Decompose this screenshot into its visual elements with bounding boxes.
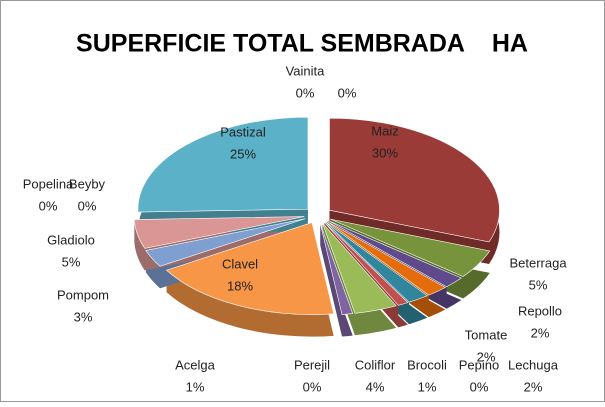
value-label: 5% (529, 277, 548, 292)
value-label: 0% (296, 85, 315, 100)
category-label: Repollo (518, 303, 562, 318)
category-label: Popelina (23, 176, 74, 191)
value-label: 0% (470, 379, 489, 394)
value-label: 0% (39, 198, 58, 213)
slice (329, 117, 500, 243)
category-label: Pastizal (220, 124, 266, 139)
value-label: 30% (372, 145, 398, 160)
category-label: Beyby (69, 176, 106, 191)
slice (322, 222, 397, 314)
slice (165, 222, 335, 315)
value-label: 4% (366, 379, 385, 394)
slice (330, 218, 491, 277)
category-label: Vainita (286, 63, 326, 78)
category-label: Coliflor (355, 357, 396, 372)
value-label: 0% (338, 85, 357, 100)
slice (326, 221, 446, 296)
category-label: Beterraga (509, 255, 567, 270)
slice (137, 116, 309, 213)
category-label: Clavel (222, 256, 258, 271)
value-label: 3% (74, 309, 93, 324)
chart-title: SUPERFICIE TOTAL SEMBRADA HA (76, 30, 528, 58)
value-label: 2% (477, 349, 496, 364)
slice (324, 222, 409, 306)
value-label: 0% (303, 379, 322, 394)
category-label: Pepino (459, 357, 499, 372)
value-label: 18% (227, 278, 253, 293)
value-label: 0% (78, 198, 97, 213)
category-label: Pompom (57, 287, 109, 302)
slice (319, 223, 354, 315)
value-label: 25% (230, 146, 256, 161)
value-label: 5% (62, 254, 81, 269)
category-label: Acelga (175, 357, 216, 372)
slice (325, 221, 428, 303)
category-label: Lechuga (508, 357, 559, 372)
category-label: Maiz (371, 123, 398, 138)
value-label: 1% (418, 379, 437, 394)
slice (134, 216, 305, 249)
slice-tops (134, 116, 500, 315)
category-label: Gladiolo (47, 232, 95, 247)
value-label: 2% (531, 325, 550, 340)
category-label: Tomate (465, 327, 508, 342)
slice (328, 220, 462, 288)
value-label: 2% (524, 379, 543, 394)
slice (145, 218, 306, 267)
category-label: Brocoli (407, 357, 447, 372)
value-label: 1% (186, 379, 205, 394)
category-label: Perejil (294, 357, 330, 372)
